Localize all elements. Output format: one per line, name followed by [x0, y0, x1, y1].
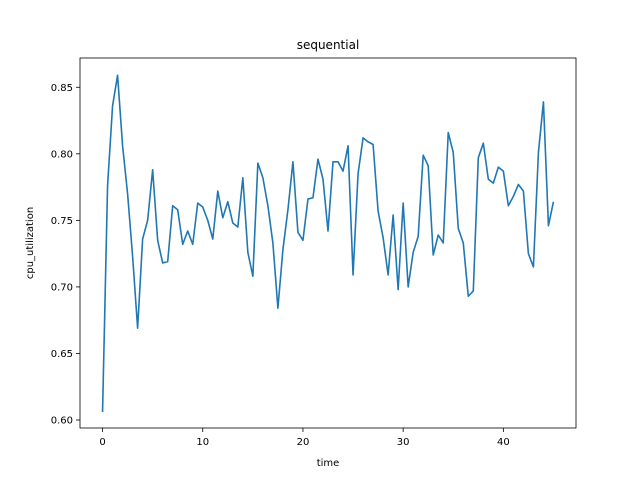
chart-title: sequential	[297, 38, 360, 52]
y-axis-label: cpu_utilization	[25, 207, 36, 279]
series-line	[101, 74, 555, 413]
y-tick-label: 0.80	[51, 149, 73, 160]
y-tick-label: 0.85	[51, 83, 73, 94]
x-axis-ticks: 0 10 20 30 40	[99, 428, 510, 448]
x-tick-label: 10	[196, 437, 209, 448]
y-tick-label: 0.60	[51, 416, 73, 427]
y-axis-ticks: 0.60 0.65 0.70 0.75 0.80 0.85	[51, 83, 80, 427]
x-tick-label: 30	[397, 437, 410, 448]
x-tick-label: 0	[99, 437, 105, 448]
plot-area-frame	[79, 57, 577, 429]
y-tick-label: 0.70	[51, 282, 73, 293]
y-tick-label: 0.65	[51, 349, 73, 360]
x-axis-label: time	[317, 458, 340, 469]
y-tick-label: 0.75	[51, 216, 73, 227]
x-tick-label: 20	[297, 437, 310, 448]
x-tick-label: 40	[497, 437, 510, 448]
